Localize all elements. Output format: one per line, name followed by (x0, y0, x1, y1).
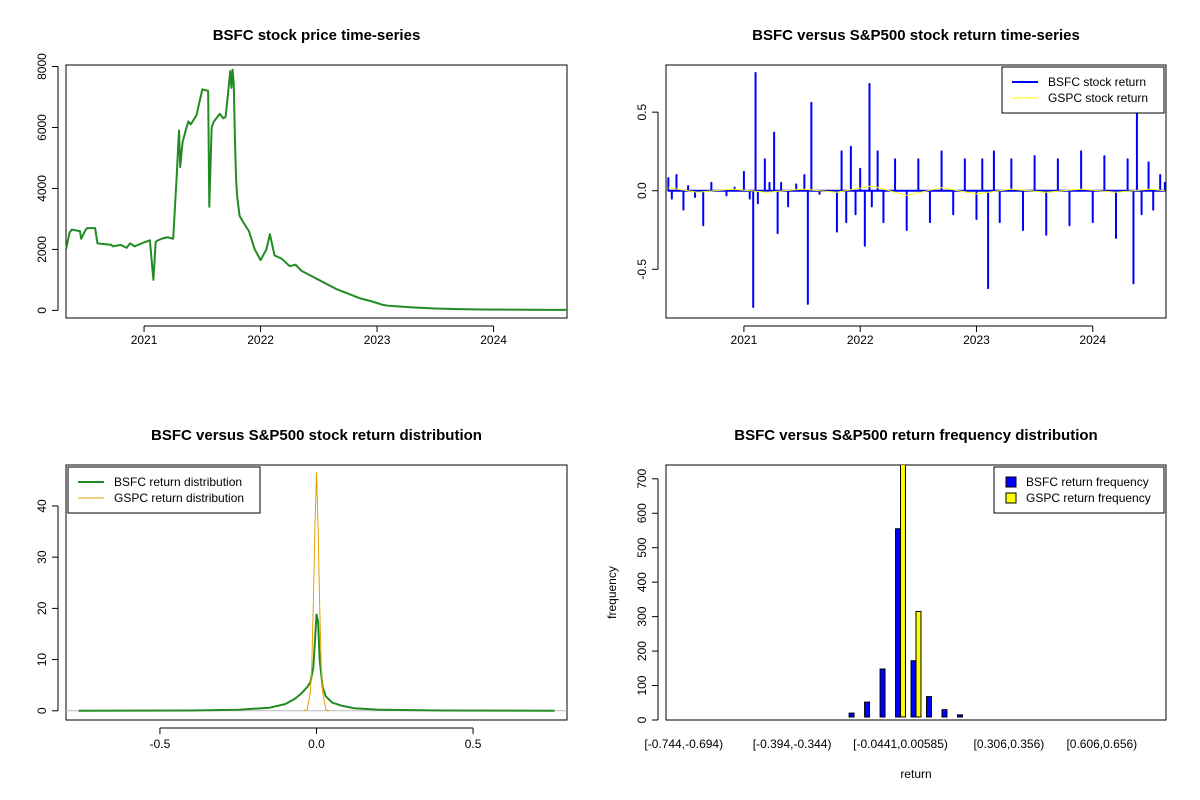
y-tick-label: 0.5 (635, 103, 649, 120)
bar (956, 714, 963, 718)
x-tick-label: -0.5 (150, 737, 171, 751)
chart-title: BSFC versus S&P500 stock return distribu… (151, 427, 482, 444)
x-tick-label: 2021 (131, 333, 158, 347)
chart-title: BSFC versus S&P500 stock return time-ser… (752, 27, 1080, 44)
bar (900, 465, 906, 718)
x-tick-label: 2024 (480, 333, 507, 347)
bar (879, 668, 886, 718)
series-line (65, 68, 568, 311)
y-tick-label: 0 (35, 307, 49, 314)
y-tick-label: 300 (635, 606, 649, 626)
x-axis-label: return (900, 767, 931, 781)
x-tick-label: [-0.394,-0.344) (753, 737, 832, 751)
panel-stock-price: BSFC stock price time-series 2021 2022 2023… (35, 27, 568, 347)
x-tick-label: 0.5 (465, 737, 482, 751)
bar (915, 610, 922, 718)
y-tick-label: 600 (635, 503, 649, 523)
panel-return-distribution: BSFC versus S&P500 stock return distribu… (35, 427, 568, 751)
y-tick-label: 0.0 (635, 182, 649, 199)
legend-box (993, 466, 1165, 514)
legend-label: BSFC return frequency (1026, 475, 1149, 489)
legend-swatch (1005, 492, 1017, 504)
y-tick-label: 100 (635, 675, 649, 695)
legend-swatch (1005, 476, 1017, 488)
legend-box (1001, 66, 1165, 114)
y-tick-label: 20 (35, 601, 49, 615)
panel-return-frequency: BSFC versus S&P500 return frequency dist… (605, 427, 1167, 781)
bar (910, 660, 917, 718)
plot-frame (65, 464, 568, 721)
chart-title: BSFC stock price time-series (213, 27, 421, 44)
y-tick-label: 10 (35, 653, 49, 667)
bar (926, 696, 932, 718)
y-axis-label: frequency (605, 566, 619, 619)
y-tick-label: 6000 (35, 114, 49, 141)
series-line (667, 71, 1166, 308)
bar (895, 528, 902, 718)
x-tick-label: 0.0 (308, 737, 325, 751)
plot-frame (665, 64, 1167, 319)
series-line (668, 185, 1165, 196)
legend-label: GSPC return frequency (1026, 491, 1151, 505)
legend-label: GSPC return distribution (114, 491, 244, 505)
x-tick-label: 2023 (364, 333, 391, 347)
legend-label: BSFC stock return (1048, 75, 1146, 89)
x-tick-label: 2022 (847, 333, 874, 347)
x-tick-label: 2021 (731, 333, 758, 347)
series-line (303, 472, 330, 712)
x-tick-label: [-0.744,-0.694) (644, 737, 723, 751)
y-tick-label: -0.5 (635, 259, 649, 280)
y-tick-label: 400 (635, 572, 649, 592)
y-tick-label: 40 (35, 499, 49, 513)
panel-return-time-series: BSFC versus S&P500 stock return time-ser… (635, 27, 1167, 347)
y-tick-label: 8000 (35, 53, 49, 80)
legend-box (67, 466, 261, 514)
bar (848, 712, 855, 718)
series-line (78, 613, 555, 712)
y-tick-label: 4000 (35, 175, 49, 202)
bar (864, 701, 871, 718)
plot-frame (65, 64, 568, 319)
x-tick-label: [-0.0441,0.00585) (853, 737, 948, 751)
legend-label: GSPC stock return (1048, 91, 1148, 105)
x-tick-label: 2022 (247, 333, 274, 347)
bar (941, 709, 948, 718)
chart-title: BSFC versus S&P500 return frequency dist… (734, 427, 1097, 444)
y-tick-label: 500 (635, 537, 649, 557)
x-tick-label: [0.606,0.656) (1066, 737, 1137, 751)
y-tick-label: 0 (35, 707, 49, 714)
y-tick-label: 30 (35, 550, 49, 564)
y-tick-label: 200 (635, 641, 649, 661)
y-tick-label: 2000 (35, 236, 49, 263)
x-tick-label: 2024 (1079, 333, 1106, 347)
legend-label: BSFC return distribution (114, 475, 242, 489)
y-tick-label: 700 (635, 468, 649, 488)
x-tick-label: [0.306,0.356) (974, 737, 1045, 751)
plot-frame (665, 464, 1167, 721)
y-tick-label: 0 (635, 716, 649, 723)
x-tick-label: 2023 (963, 333, 990, 347)
bars (848, 465, 963, 718)
